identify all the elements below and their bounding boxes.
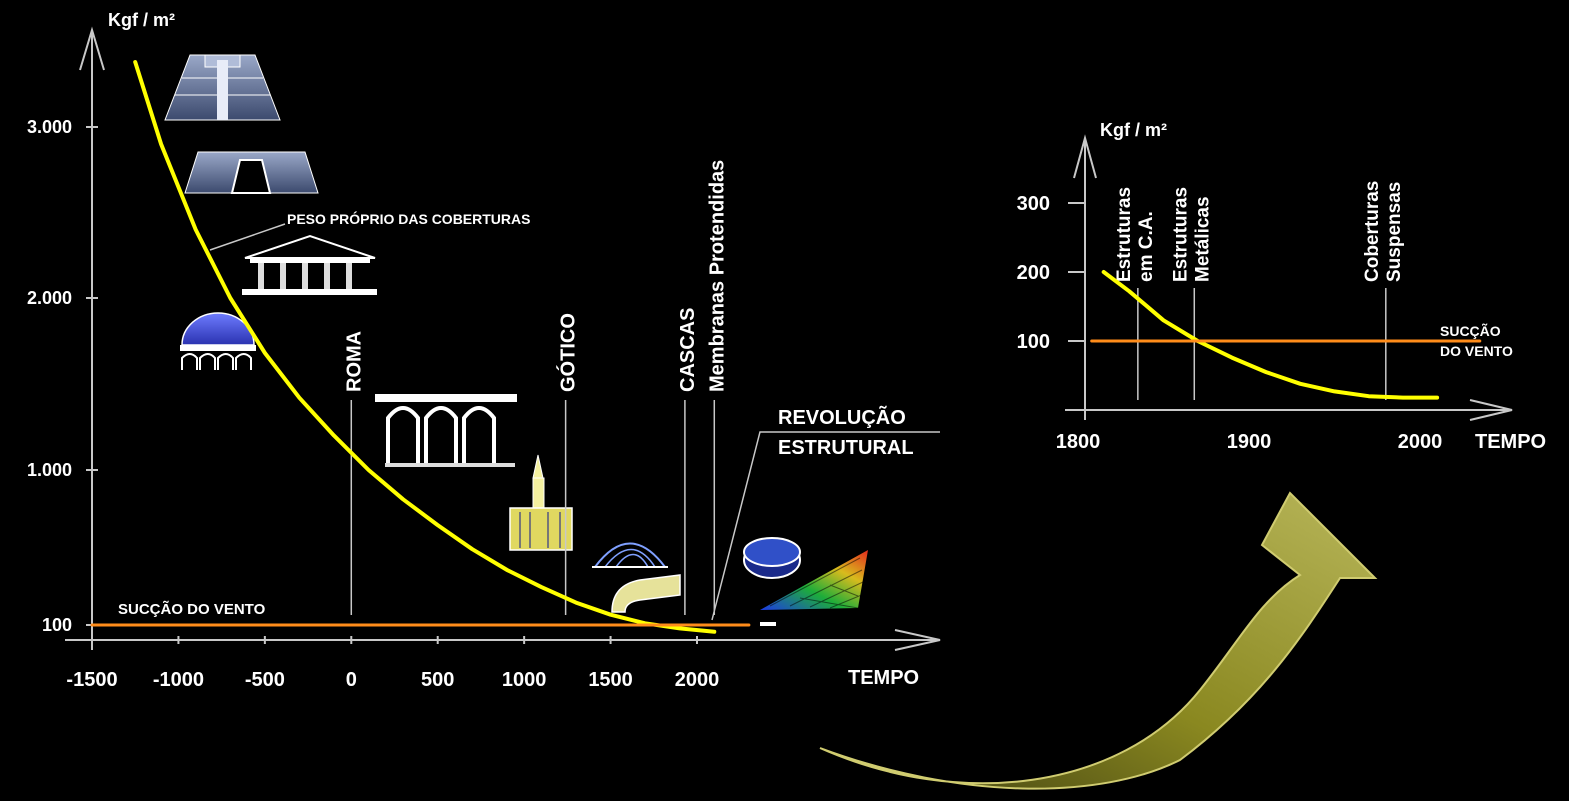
left-x-tick-label: -500 <box>245 669 285 691</box>
left-y-tick-label: 100 <box>42 615 72 635</box>
right-x-tick-label: 1900 <box>1227 431 1272 453</box>
left-x-axis-arrow <box>894 629 941 651</box>
left-x-tick-label: 1000 <box>502 669 547 691</box>
right-era-label-line1: Estruturas <box>1114 187 1135 282</box>
roman-dome-icon <box>180 312 256 370</box>
left-y-tick-label: 2.000 <box>27 288 72 308</box>
gothic-cathedral-icon <box>509 454 573 551</box>
right-chart-axes <box>1065 134 1513 421</box>
left-era-label: GÓTICO <box>556 313 580 392</box>
right-y-tick-label: 100 <box>1017 331 1050 353</box>
left-chart-series <box>90 60 751 634</box>
pyramid-icon <box>164 54 281 121</box>
left-era-label: Membranas Protendidas <box>706 160 728 392</box>
left-era-label: CASCAS <box>677 308 699 392</box>
revolution-label-line1: REVOLUÇÃO <box>778 406 906 429</box>
left-chart-axes <box>65 26 941 651</box>
transition-arrow-icon <box>819 491 1378 790</box>
tensile-membrane-icon <box>760 550 868 626</box>
right-era-label-line2: Suspensas <box>1384 182 1405 282</box>
right-wind-label-line2: DO VENTO <box>1440 343 1513 359</box>
left-y-unit-label: Kgf / m² <box>108 10 175 30</box>
greek-temple-icon <box>242 234 377 295</box>
right-x-tick-label: 1800 <box>1056 431 1101 453</box>
right-chart-series <box>1090 270 1482 400</box>
right-era-label-line1: Estruturas <box>1170 187 1191 282</box>
shell-dome-icon <box>592 542 668 568</box>
right-y-tick-label: 300 <box>1017 193 1050 215</box>
oval-roof-icon <box>743 537 801 579</box>
left-y-tick-label: 1.000 <box>27 460 72 480</box>
right-y-tick-label: 200 <box>1017 262 1050 284</box>
right-x-axis-label: TEMPO <box>1475 431 1546 453</box>
left-y-axis-arrow <box>79 26 105 71</box>
shell-vault-icon <box>611 574 681 613</box>
curve-label-leader <box>209 223 286 251</box>
left-x-tick-label: 2000 <box>675 669 720 691</box>
roman-aqueduct-icon <box>375 394 517 467</box>
right-x-axis-arrow <box>1469 399 1513 421</box>
left-x-tick-label: 0 <box>346 669 357 691</box>
right-wind-label-line1: SUCÇÃO <box>1440 322 1501 339</box>
left-x-tick-label: -1500 <box>66 669 117 691</box>
left-chart-ticks: -1500 -1000 -500 0 500 1000 1500 2000 100 1.000 2.… <box>27 117 719 691</box>
left-x-tick-label: -1000 <box>153 669 204 691</box>
right-era-label-line1: Coberturas <box>1362 181 1383 282</box>
right-era-label-line2: Metálicas <box>1192 196 1213 282</box>
right-y-axis-arrow <box>1073 134 1097 179</box>
wind-annotation-label: SUCÇÃO DO VENTO <box>118 600 266 618</box>
left-y-tick-label: 3.000 <box>27 117 72 137</box>
right-x-tick-label: 2000 <box>1398 431 1443 453</box>
right-era-label-line2: em C.A. <box>1136 211 1157 282</box>
right-chart-eras: Estruturas em C.A. Estruturas Metálicas Cobe… <box>1114 181 1405 400</box>
temple-gate-icon <box>184 151 319 194</box>
revolution-leader-line <box>711 431 940 621</box>
right-chart-ticks: 1800 1900 2000 100 200 300 <box>1017 193 1443 453</box>
left-x-tick-label: 500 <box>421 669 454 691</box>
left-x-axis-label: TEMPO <box>848 667 919 689</box>
curve-annotation-label: PESO PRÓPRIO DAS COBERTURAS <box>287 210 530 227</box>
right-y-unit-label: Kgf / m² <box>1100 120 1167 140</box>
left-self-weight-curve <box>133 60 717 634</box>
left-x-tick-label: 1500 <box>588 669 633 691</box>
right-self-weight-curve <box>1101 270 1440 400</box>
revolution-label-line2: ESTRUTURAL <box>778 437 914 459</box>
left-chart-eras: ROMA GÓTICO CASCAS Membranas Protendidas <box>343 160 728 615</box>
left-era-label: ROMA <box>343 331 365 392</box>
